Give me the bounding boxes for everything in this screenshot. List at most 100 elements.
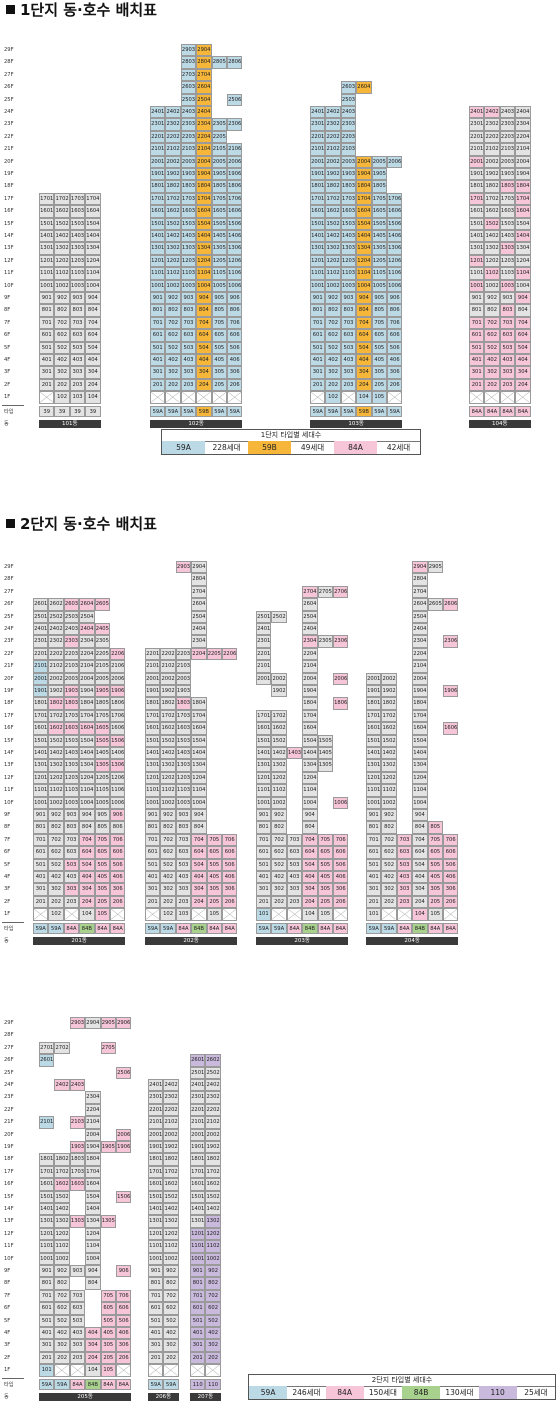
legend-count: 228세대 [212,443,241,452]
unit-cell: 1304 [79,759,95,772]
legend-count: 42세대 [386,443,411,452]
unit-cell: 2002 [325,155,341,168]
type-cell: 110 [205,1378,221,1390]
floor-label: 21F [4,146,14,153]
unit-cell: 1504 [85,217,101,230]
unit-cell: 305 [371,366,387,379]
unit-cell: 2903 [69,1017,86,1030]
unit-cell: 1205 [211,254,227,268]
building-name-bar: 204동 [366,937,459,945]
unit-cell: 1704 [412,709,428,723]
unit-cell: 1201 [39,1227,55,1241]
unit-cell: 1905 [94,685,110,698]
unit-cell: 2601 [39,1054,55,1067]
unit-cell [54,1364,70,1377]
unit-cell: 1402 [325,230,341,243]
unit-cell: 2604 [79,598,95,611]
unit-cell: 1604 [356,205,372,218]
unit-cell: 2103 [63,660,80,673]
unit-cell: 1705 [94,709,110,723]
type-cell: 84B [79,922,95,934]
unit-cell: 2504 [302,610,318,623]
unit-cell: 1304 [85,1215,101,1228]
unit-cell: 2306 [227,118,243,131]
unit-cell [116,1364,132,1377]
unit-cell: 1006 [333,796,349,809]
unit-cell: 1104 [79,784,95,797]
unit-cell: 1104 [412,784,428,797]
unit-cell: 406 [333,871,349,884]
unit-cell: 1106 [387,267,403,280]
unit-cell: 102 [325,391,341,404]
legend-title: 1단지 타입별 세대수 [162,430,420,442]
type-cell: 84A [333,922,349,934]
unit-cell: 902 [484,292,500,305]
unit-cell: 1302 [163,1215,179,1228]
type-cell: 84B [412,922,428,934]
unit-cell: 805 [211,304,227,317]
unit-cell: 1504 [302,734,318,747]
unit-cell: 2302 [165,118,181,131]
unit-cell: 501 [469,341,485,354]
unit-cell: 1102 [54,267,70,280]
unit-cell: 901 [256,809,272,822]
floor-label: 24F [4,1082,14,1088]
unit-cell: 1201 [190,1227,206,1241]
no-unit-cross-icon [197,392,210,402]
unit-cell: 1404 [196,230,212,243]
unit-cell: 1603 [180,205,197,218]
unit-cell [515,391,531,404]
unit-cell: 903 [69,292,86,305]
unit-cell: 605 [206,846,222,859]
unit-cell: 602 [54,1302,70,1315]
unit-cell: 1804 [79,697,95,710]
square-bullet-icon [6,5,15,14]
floor-label: 17F [4,1168,14,1175]
unit-cell: 1401 [469,230,485,243]
unit-cell: 1501 [190,1190,206,1203]
unit-cell: 1302 [205,1215,221,1228]
unit-cell: 403 [396,871,413,884]
unit-cell: 1303 [180,242,197,255]
unit-cell: 1202 [54,1227,70,1241]
unit-cell: 204 [196,378,212,392]
unit-cell: 401 [145,871,161,884]
unit-cell: 904 [515,292,531,305]
unit-cell: 2304 [79,635,95,648]
unit-cell: 1001 [39,279,55,292]
unit-cell: 1406 [110,747,126,760]
unit-cell: 701 [148,1289,164,1303]
unit-cell: 204 [412,895,428,909]
unit-cell: 1504 [79,734,95,747]
unit-cell: 801 [256,821,272,834]
unit-cell: 2605 [94,598,110,611]
unit-cell: 2305 [94,635,110,648]
unit-cell: 1001 [39,1252,55,1265]
unit-cell: 1502 [48,734,64,747]
unit-cell: 704 [515,316,531,330]
floor-label: 25F [4,613,14,620]
unit-cell: 602 [381,846,397,859]
unit-cell: 1404 [85,1203,101,1216]
floor-label: 28F [4,1032,14,1039]
unit-cell: 1804 [191,697,207,710]
unit-cell: 402 [163,1327,179,1340]
unit-cell: 1003 [69,279,86,292]
unit-cell: 2202 [205,1103,221,1117]
type-cell: 59A [371,405,387,417]
unit-cell: 1502 [381,734,397,747]
unit-cell: 301 [366,883,382,896]
unit-cell: 403 [340,354,357,367]
unit-cell: 1902 [205,1141,221,1154]
unit-cell: 706 [227,316,243,330]
type-row-label: 타입 [4,925,14,932]
floor-label: 9F [4,812,11,818]
floor-separator [2,1377,24,1379]
unit-cell: 2704 [412,585,428,599]
unit-cell: 1704 [79,709,95,723]
unit-cell: 1701 [39,192,55,206]
legend-count: 49세대 [300,443,325,452]
unit-cell: 703 [63,833,80,847]
unit-cell: 705 [371,316,387,330]
unit-cell: 705 [317,833,333,847]
